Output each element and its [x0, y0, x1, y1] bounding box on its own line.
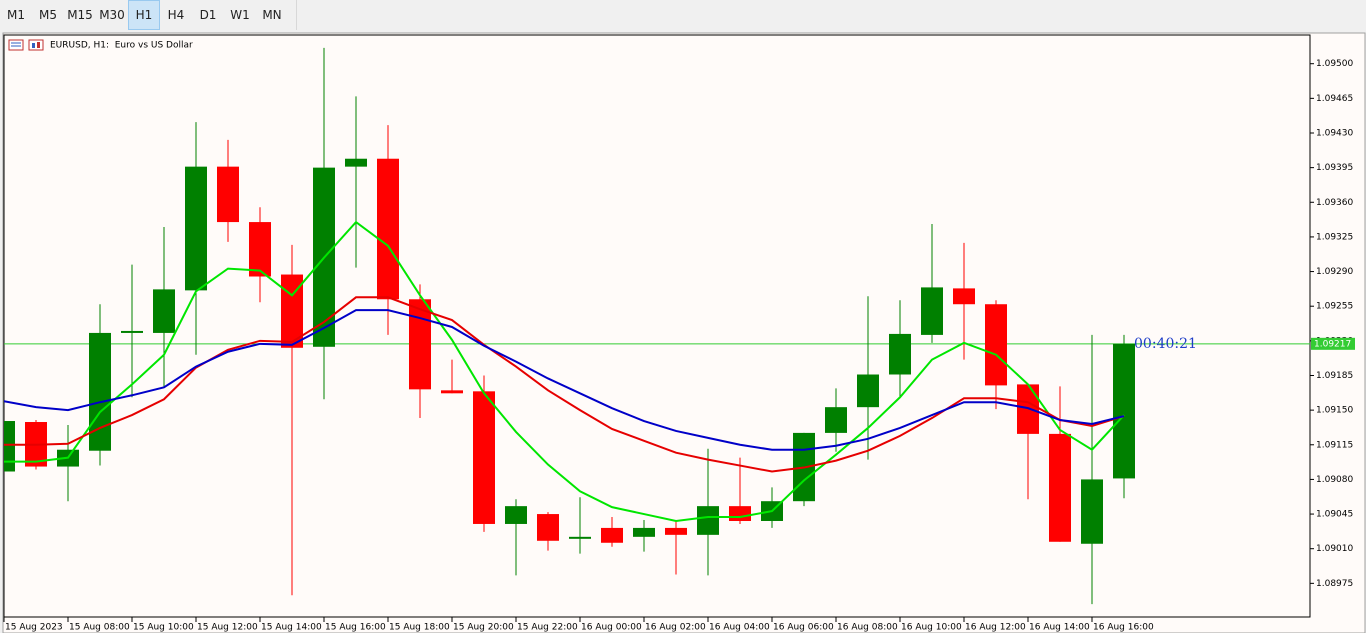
symbol-icon — [8, 39, 44, 51]
y-tick-label: 1.09115 — [1316, 440, 1353, 450]
x-tick-label: 15 Aug 08:00 — [69, 623, 130, 633]
candle-body — [121, 330, 143, 333]
x-tick-label: 15 Aug 18:00 — [389, 623, 450, 633]
candle-body — [953, 288, 975, 305]
candle-body — [665, 527, 687, 535]
y-tick-label: 1.09010 — [1316, 544, 1353, 554]
candle-body — [601, 527, 623, 543]
candle-body — [633, 527, 655, 537]
x-tick-label: 16 Aug 16:00 — [1093, 623, 1154, 633]
x-tick-label: 16 Aug 02:00 — [645, 623, 706, 633]
candle-body — [409, 299, 431, 390]
candle-body — [985, 304, 1007, 386]
timeframe-button[interactable]: M15 — [67, 8, 93, 22]
moving-average-line — [4, 309, 1125, 451]
candle-body — [1081, 479, 1103, 544]
candle-body — [185, 166, 207, 291]
x-tick-label: 16 Aug 06:00 — [773, 623, 834, 633]
y-tick-label: 1.09395 — [1316, 163, 1353, 173]
candle-body — [825, 407, 847, 433]
moving-average-line — [4, 220, 1125, 523]
timeframe-toolbar: M1 M5 M15 M30 H1 H4 D1 W1 MN — [0, 0, 297, 30]
candle-body — [217, 166, 239, 223]
y-tick-label: 1.09255 — [1316, 302, 1353, 312]
candle-body — [377, 158, 399, 300]
y-tick-label: 1.09045 — [1316, 510, 1353, 520]
timeframe-button[interactable]: M30 — [99, 8, 125, 22]
y-tick-label: 1.09290 — [1316, 267, 1353, 277]
candle-body — [345, 158, 367, 167]
moving-average-line — [4, 296, 1125, 473]
x-tick-label: 15 Aug 10:00 — [133, 623, 194, 633]
timeframe-button[interactable]: W1 — [230, 8, 250, 22]
timeframe-button[interactable]: D1 — [199, 8, 217, 22]
y-tick-label: 1.09185 — [1316, 371, 1353, 381]
x-tick-label: 15 Aug 12:00 — [197, 623, 258, 633]
bar-timer: 00:40:21 — [1134, 336, 1197, 352]
x-tick-label: 16 Aug 10:00 — [901, 623, 962, 633]
x-tick-label: 16 Aug 12:00 — [965, 623, 1026, 633]
candle-body — [281, 274, 303, 348]
timeframe-button[interactable]: H1 — [128, 0, 160, 30]
candle-body — [89, 332, 111, 451]
y-tick-label: 1.09500 — [1316, 59, 1353, 69]
candle-body — [921, 287, 943, 335]
candle-body — [537, 514, 559, 541]
candle-body — [889, 333, 911, 375]
timeframe-button[interactable]: M5 — [39, 8, 57, 22]
x-tick-label: 15 Aug 22:00 — [517, 623, 578, 633]
current-price-tag — [1311, 337, 1355, 350]
y-tick-label: 1.09430 — [1316, 128, 1353, 138]
y-tick-label: 1.09325 — [1316, 232, 1353, 242]
y-tick-label: 1.09150 — [1316, 406, 1353, 416]
candle-body — [569, 536, 591, 539]
chart-frame — [2, 32, 1366, 633]
x-tick-label: 15 Aug 14:00 — [261, 623, 322, 633]
y-tick-label: 1.08975 — [1316, 579, 1353, 589]
candle-body — [441, 390, 463, 394]
candle-body — [729, 506, 751, 521]
x-tick-label: 16 Aug 04:00 — [709, 623, 770, 633]
y-tick-label: 1.09360 — [1316, 198, 1353, 208]
current-price-label: 1.09217 — [1314, 339, 1351, 349]
chart-title: EURUSD, H1: Euro vs US Dollar — [50, 41, 193, 51]
x-tick-label: 15 Aug 16:00 — [325, 623, 386, 633]
x-tick-label: 15 Aug 2023 — [5, 623, 63, 633]
candle-body — [505, 506, 527, 524]
candle-body — [697, 506, 719, 535]
candle-body — [1113, 343, 1135, 479]
timeframe-button[interactable]: MN — [262, 8, 282, 22]
candle-body — [153, 289, 175, 333]
candle-body — [249, 222, 271, 277]
timeframe-button[interactable]: M1 — [7, 8, 25, 22]
timeframe-button[interactable]: H4 — [167, 8, 185, 22]
y-tick-label: 1.09465 — [1316, 94, 1353, 104]
candle-body — [1049, 433, 1071, 542]
candle-body — [857, 374, 879, 408]
y-tick-label: 1.09080 — [1316, 475, 1353, 485]
candle-body — [473, 391, 495, 524]
plot-border — [3, 34, 1311, 618]
x-tick-label: 16 Aug 14:00 — [1029, 623, 1090, 633]
x-tick-label: 16 Aug 00:00 — [581, 623, 642, 633]
x-tick-label: 16 Aug 08:00 — [837, 623, 898, 633]
x-tick-label: 15 Aug 20:00 — [453, 623, 514, 633]
candle-body — [4, 421, 15, 472]
